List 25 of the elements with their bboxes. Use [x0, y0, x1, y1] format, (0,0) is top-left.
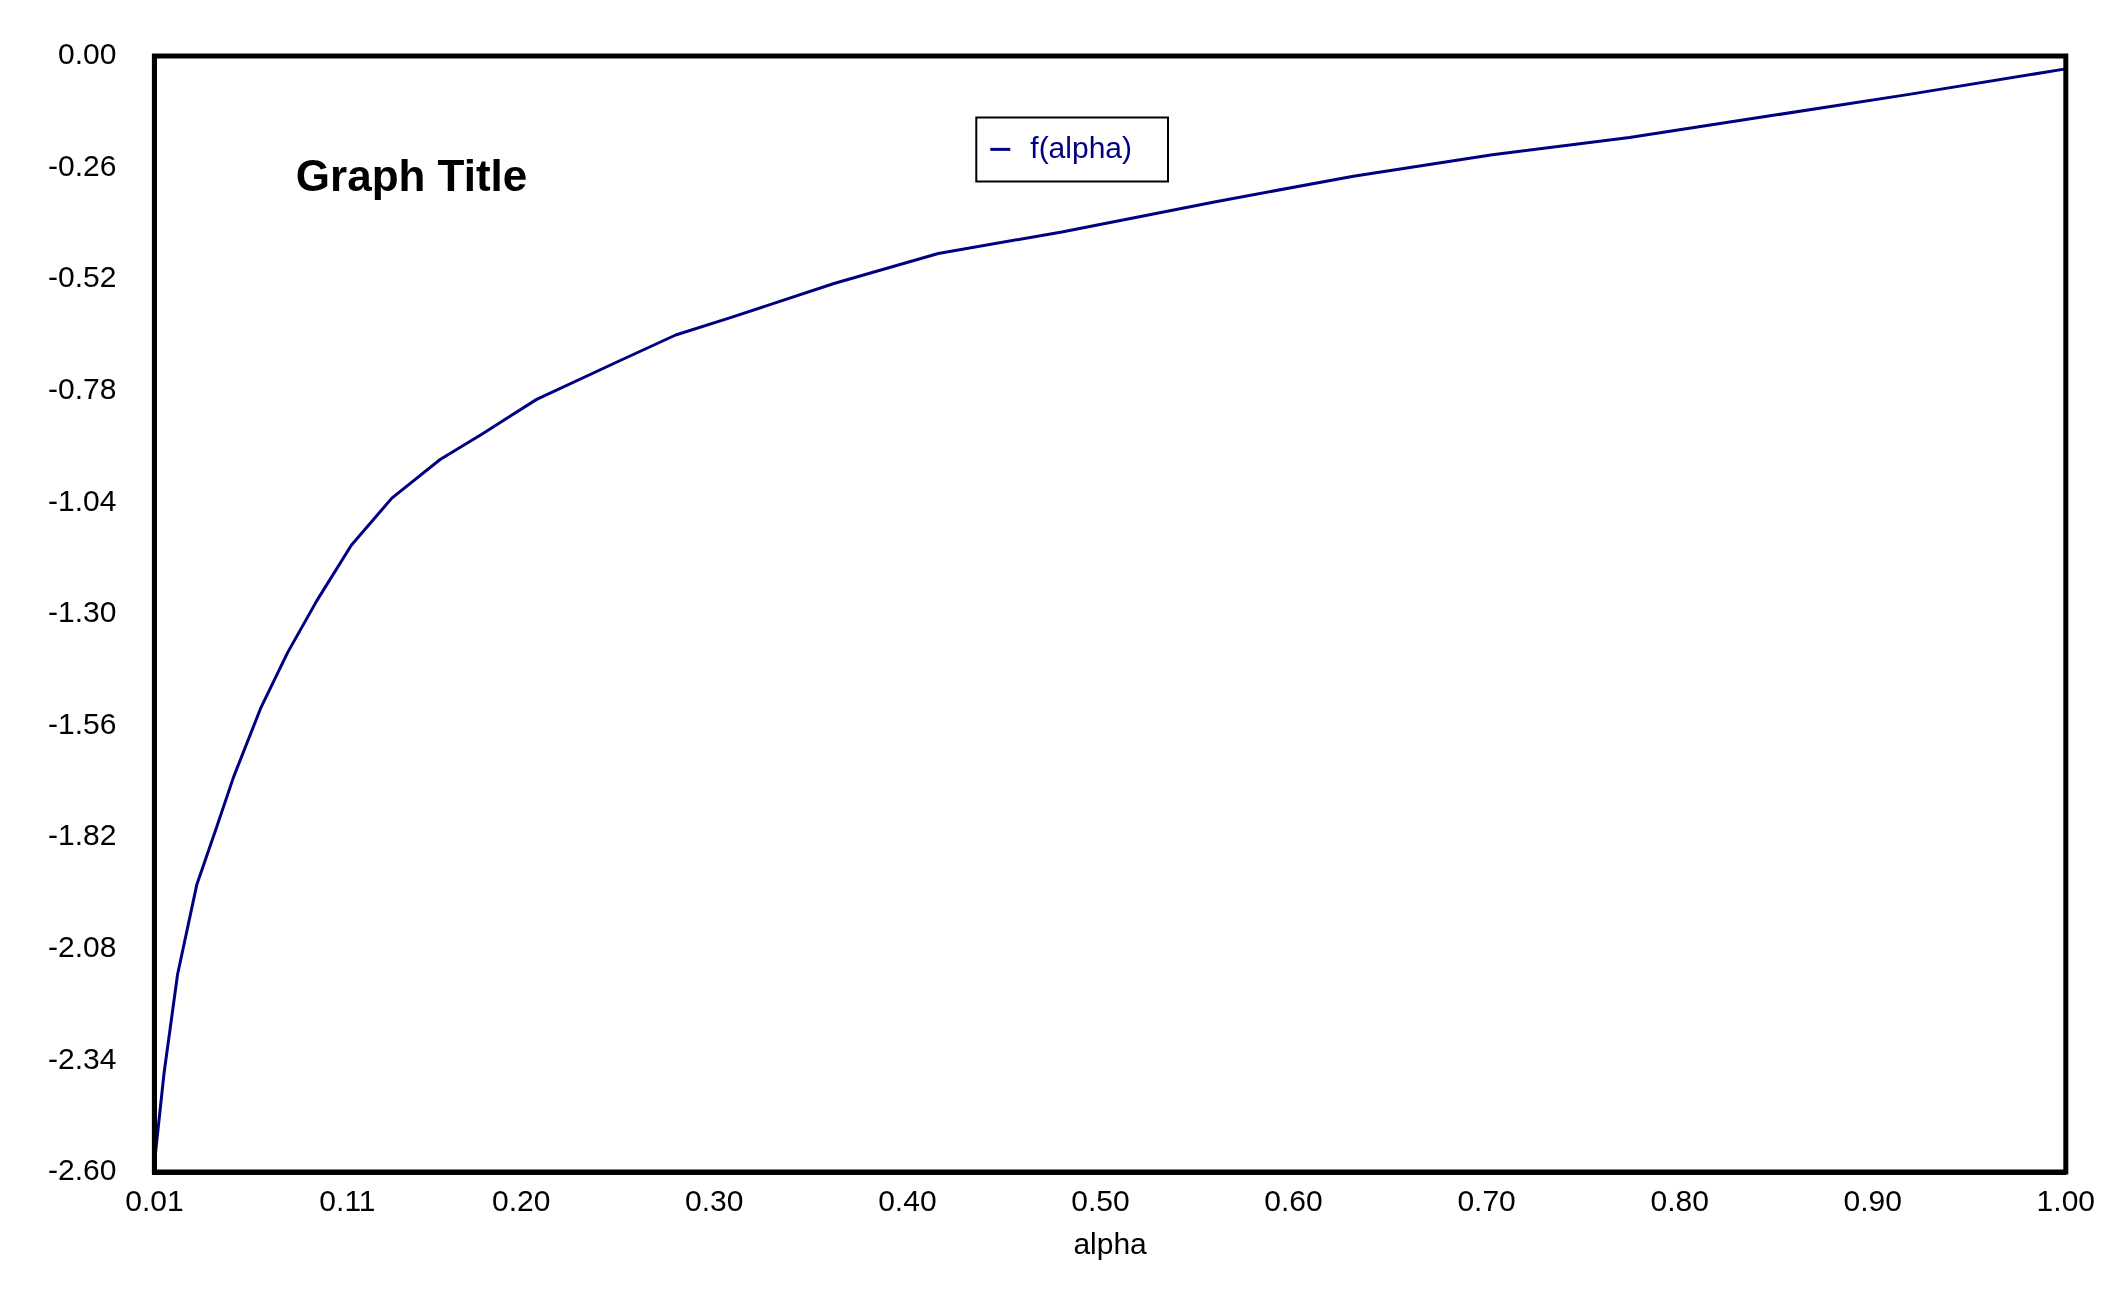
x-tick-label: 0.01: [125, 1184, 184, 1218]
x-tick-label: 0.60: [1264, 1184, 1323, 1218]
x-axis-title: alpha: [1073, 1227, 1148, 1261]
y-tick-label: -2.34: [47, 1041, 117, 1075]
y-tick-label: -0.52: [47, 260, 117, 294]
y-tick-label: 0.00: [57, 37, 117, 71]
y-tick-label: -1.30: [47, 595, 117, 629]
y-tick-label: -1.82: [47, 818, 117, 852]
y-tick-label: -2.60: [47, 1153, 117, 1187]
x-tick-label: 0.80: [1650, 1184, 1709, 1218]
x-tick-label: 1.00: [2036, 1184, 2095, 1218]
x-tick-label: 0.90: [1843, 1184, 1902, 1218]
legend-label: f(alpha): [1030, 130, 1133, 164]
text: Graph Title: [295, 150, 528, 200]
y-tick-label: -1.04: [47, 483, 117, 517]
y-tick-label: -0.78: [47, 372, 117, 406]
x-tick-label: 0.50: [1071, 1184, 1130, 1218]
y-tick-label: -1.56: [47, 706, 117, 740]
x-tick-label: 0.30: [685, 1184, 744, 1218]
y-tick-label: -0.26: [47, 148, 117, 182]
y-tick-label: -2.08: [47, 930, 117, 964]
x-tick-label: 0.40: [878, 1184, 937, 1218]
x-tick-label: 0.11: [319, 1184, 376, 1218]
x-tick-label: 0.20: [492, 1184, 551, 1218]
x-tick-label: 0.70: [1457, 1184, 1516, 1218]
